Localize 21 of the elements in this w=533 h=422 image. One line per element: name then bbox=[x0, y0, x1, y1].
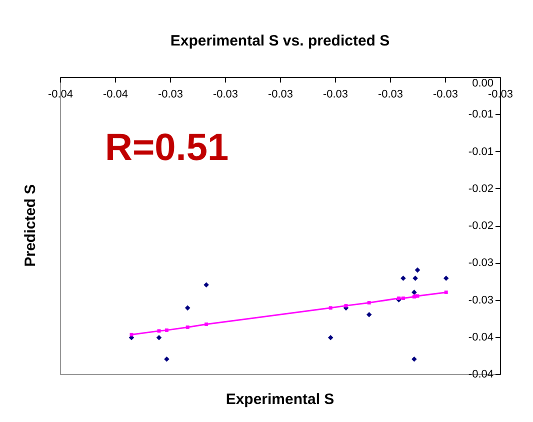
y-tick-label: -0.03 bbox=[468, 257, 494, 270]
x-axis-title: Experimental S bbox=[226, 391, 334, 408]
x-tick-label: -0.03 bbox=[322, 88, 348, 100]
y-tick-label: -0.03 bbox=[468, 294, 494, 306]
x-tick-label: -0.04 bbox=[48, 88, 74, 100]
x-tick-label: -0.03 bbox=[158, 88, 184, 100]
annotation: R=0.51 bbox=[105, 127, 229, 169]
y-tick-label: -0.02 bbox=[468, 220, 494, 232]
y-tick-label: 0.00 bbox=[472, 78, 494, 90]
chart-title: Experimental S vs. predicted S bbox=[170, 32, 390, 50]
y-tick-label: -0.01 bbox=[468, 108, 494, 121]
y-tick-label: -0.04 bbox=[468, 331, 494, 344]
y-axis-title: Predicted S bbox=[22, 184, 39, 267]
y-tick-label: -0.02 bbox=[468, 182, 494, 195]
x-tick-label: -0.03 bbox=[378, 88, 404, 100]
y-tick-label: -0.04 bbox=[468, 368, 494, 380]
x-tick-label: -0.03 bbox=[432, 88, 458, 100]
y-tick-label: -0.01 bbox=[468, 146, 494, 158]
x-tick-label: -0.04 bbox=[102, 88, 128, 100]
x-tick-label: -0.03 bbox=[212, 88, 238, 100]
x-tick-label: -0.03 bbox=[268, 88, 294, 100]
